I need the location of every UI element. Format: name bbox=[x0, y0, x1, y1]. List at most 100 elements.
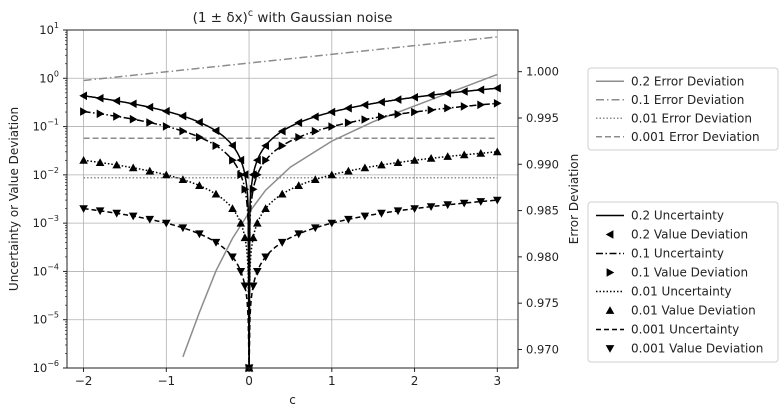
value-deviation-marker-0.2 bbox=[112, 96, 121, 106]
value-deviation-marker-0.1 bbox=[229, 155, 237, 165]
value-deviation-marker-0.2 bbox=[253, 155, 261, 165]
x-tick-label: 3 bbox=[493, 374, 501, 388]
legend-label: 0.001 Uncertainty bbox=[631, 323, 739, 337]
value-deviation-marker-0.1 bbox=[237, 170, 246, 180]
value-deviation-marker-0.2 bbox=[476, 85, 485, 95]
value-deviation-marker-0.001 bbox=[410, 205, 419, 213]
value-deviation-marker-0.001 bbox=[236, 268, 246, 276]
value-deviation-marker-0.001 bbox=[459, 199, 469, 208]
x-tick-label: −1 bbox=[157, 374, 175, 388]
value-deviation-marker-0.2 bbox=[195, 117, 203, 127]
value-deviation-marker-0.1 bbox=[295, 133, 303, 142]
value-deviation-marker-0.1 bbox=[460, 102, 469, 111]
legend-label: 0.001 Value Deviation bbox=[631, 342, 763, 356]
y-left-tick-label: 10−1 bbox=[33, 118, 59, 134]
value-deviation-markers bbox=[79, 83, 502, 373]
value-deviation-marker-0.01 bbox=[360, 163, 370, 172]
value-deviation-marker-0.001 bbox=[377, 209, 386, 218]
value-deviation-marker-0.01 bbox=[211, 189, 221, 198]
value-deviation-marker-0.01 bbox=[410, 156, 419, 164]
value-deviation-marker-0.001 bbox=[240, 282, 250, 291]
value-deviation-marker-0.01 bbox=[240, 233, 250, 242]
value-deviation-marker-0.001 bbox=[253, 268, 262, 276]
value-deviation-marker-0.2 bbox=[360, 100, 369, 110]
uncertainty-line-0.1 bbox=[83, 102, 498, 369]
legend-frame bbox=[587, 201, 779, 363]
value-deviation-marker-0.1 bbox=[427, 105, 436, 115]
value-deviation-marker-0.1 bbox=[179, 126, 188, 136]
value-deviation-marker-0.01 bbox=[294, 181, 303, 189]
legend-error-deviation: 0.2 Error Deviation 0.1 Error Deviation 0.… bbox=[587, 67, 779, 151]
value-deviation-marker-0.1 bbox=[361, 115, 370, 124]
value-deviation-marker-0.1 bbox=[253, 170, 262, 180]
value-deviation-marker-0.2 bbox=[79, 91, 87, 101]
value-deviation-marker-0.2 bbox=[228, 141, 236, 150]
value-deviation-marker-0.1 bbox=[344, 118, 353, 127]
value-deviation-marker-0.2 bbox=[128, 99, 137, 109]
uncertainty-line-0.2 bbox=[83, 87, 498, 369]
legend-label: 0.2 Error Deviation bbox=[631, 74, 744, 88]
value-deviation-marker-0.01 bbox=[178, 175, 188, 183]
value-deviation-marker-0.001 bbox=[145, 215, 155, 224]
value-deviation-marker-0.01 bbox=[327, 170, 337, 179]
y-left-tick-label: 100 bbox=[39, 69, 59, 85]
value-deviation-marker-0.001 bbox=[476, 198, 486, 206]
value-deviation-marker-0.2 bbox=[277, 126, 286, 136]
value-deviation-marker-0.001 bbox=[178, 224, 188, 233]
value-deviation-marker-0.001 bbox=[294, 230, 303, 239]
legend-frame bbox=[587, 67, 779, 151]
value-deviation-marker-0.01 bbox=[248, 233, 258, 242]
value-deviation-marker-0.001 bbox=[195, 230, 204, 239]
y-left-tick-label: 10−4 bbox=[33, 262, 59, 278]
value-deviation-marker-0.1 bbox=[162, 122, 171, 131]
value-deviation-marker-0.1 bbox=[278, 141, 287, 151]
value-deviation-marker-0.2 bbox=[377, 97, 385, 107]
value-deviation-marker-0.1 bbox=[477, 100, 486, 110]
value-deviation-marker-0.1 bbox=[196, 132, 204, 142]
value-deviation-marker-0.001 bbox=[327, 219, 337, 228]
value-deviation-marker-0.01 bbox=[162, 170, 171, 179]
value-deviation-marker-0.001 bbox=[393, 207, 403, 216]
value-deviation-marker-0.2 bbox=[426, 90, 435, 100]
value-deviation-marker-0.01 bbox=[493, 147, 502, 156]
value-deviation-marker-0.01 bbox=[145, 166, 155, 175]
legend-swatch bbox=[605, 230, 614, 239]
legend-label: 0.1 Error Deviation bbox=[631, 93, 744, 107]
value-deviation-marker-0.001 bbox=[162, 219, 171, 228]
value-deviation-marker-0.01 bbox=[344, 166, 353, 175]
y-left-tick-label: 10−2 bbox=[33, 166, 59, 182]
value-deviation-marker-0.2 bbox=[311, 112, 319, 121]
y-right-tick-label: 1.000 bbox=[526, 65, 559, 79]
value-deviation-marker-0.01 bbox=[377, 160, 386, 169]
value-deviation-marker-0.01 bbox=[128, 163, 138, 172]
y-left-tick-label: 101 bbox=[39, 21, 59, 37]
value-deviation-marker-0.01 bbox=[393, 158, 403, 166]
error-deviation-lines bbox=[83, 36, 498, 358]
value-deviation-marker-0.1 bbox=[378, 112, 386, 121]
value-deviation-marker-0.1 bbox=[311, 126, 320, 136]
value-deviation-marker-0.1 bbox=[96, 109, 105, 119]
uncertainty-line-0.001 bbox=[83, 199, 498, 369]
legend-label: 0.1 Uncertainty bbox=[631, 247, 724, 261]
value-deviation-marker-0.001 bbox=[211, 238, 221, 247]
legend-label: 0.2 Uncertainty bbox=[631, 209, 724, 223]
legend-label: 0.001 Error Deviation bbox=[631, 130, 760, 144]
value-deviation-marker-0.001 bbox=[95, 207, 105, 216]
y-left-tick-label: 10−3 bbox=[33, 214, 59, 230]
value-deviation-marker-0.01 bbox=[228, 204, 237, 212]
value-deviation-marker-0.1 bbox=[146, 118, 155, 127]
value-deviation-marker-0.001 bbox=[112, 209, 121, 218]
value-deviation-marker-0.001 bbox=[493, 196, 502, 205]
value-deviation-marker-0.2 bbox=[459, 87, 468, 96]
legend-label: 0.01 Value Deviation bbox=[631, 304, 756, 318]
value-deviation-marker-0.01 bbox=[476, 149, 486, 157]
plot-frame bbox=[66, 29, 519, 369]
value-deviation-marker-0.01 bbox=[459, 150, 469, 159]
chart-title: (1 ± δx)c with Gaussian noise bbox=[193, 8, 393, 26]
value-deviation-marker-0.2 bbox=[443, 89, 452, 98]
value-deviation-marker-0.001 bbox=[79, 205, 88, 213]
value-deviation-marker-0.2 bbox=[410, 93, 418, 102]
x-tick-label: 2 bbox=[411, 374, 419, 388]
value-deviation-marker-0.01 bbox=[79, 156, 88, 164]
